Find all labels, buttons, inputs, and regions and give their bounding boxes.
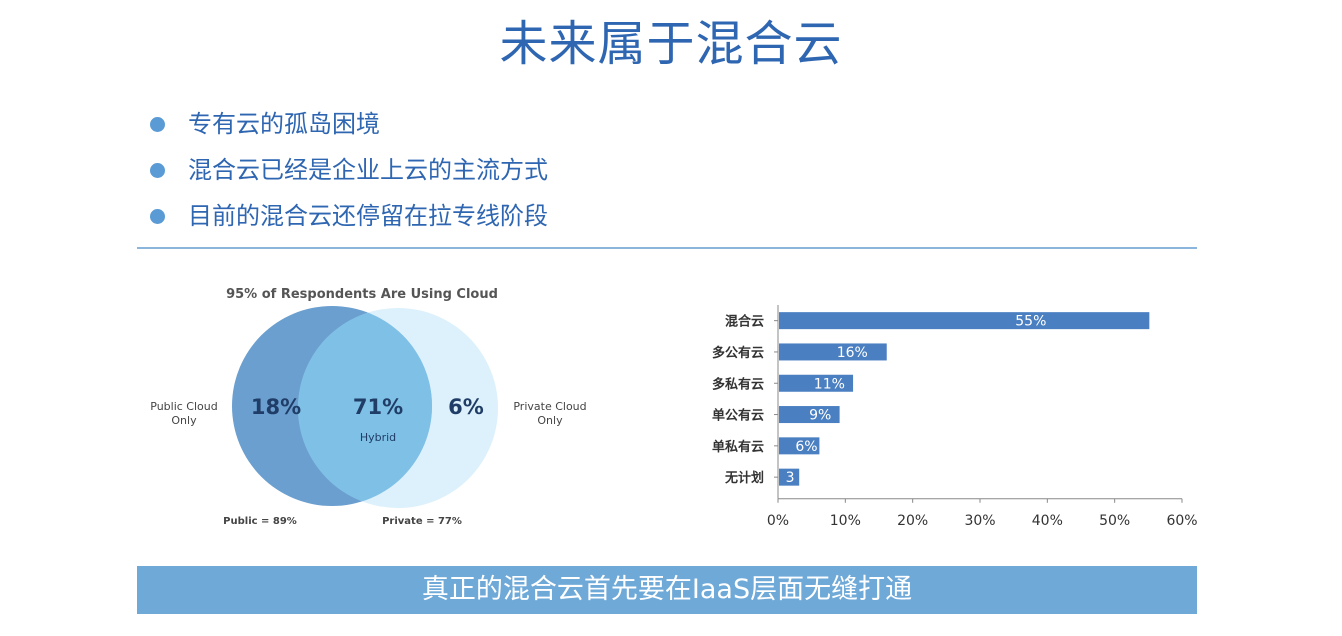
venn-private-value: 6%	[448, 395, 484, 419]
bullet-item: 混合云已经是企业上云的主流方式	[150, 150, 548, 196]
bar	[779, 437, 820, 455]
bullet-item: 专有云的孤岛困境	[150, 104, 548, 150]
bar	[779, 312, 1150, 330]
bar-value-label: 11%	[814, 376, 845, 392]
category-label: 混合云	[725, 314, 764, 330]
x-tick-label: 40%	[1032, 513, 1063, 529]
bullet-dot-icon	[150, 117, 165, 132]
bar	[779, 468, 800, 486]
venn-public-value: 18%	[251, 395, 301, 419]
bar	[779, 406, 840, 424]
venn-overlap-label: Hybrid	[360, 431, 396, 444]
bullet-dot-icon	[150, 163, 165, 178]
bar-value-label: 16%	[837, 345, 868, 361]
bar-value-label: 55%	[1015, 314, 1046, 330]
bar-value-label: 9%	[809, 408, 831, 424]
bar-chart: 0% 10% 20% 30% 40% 50% 60% 混合云 55% 多公有云 16% 多私有云 11%…	[712, 305, 1198, 529]
bar	[779, 343, 887, 361]
x-tick-label: 50%	[1099, 513, 1130, 529]
x-tick-label: 10%	[830, 513, 861, 529]
page-title: 未来属于混合云	[499, 16, 843, 72]
x-tick-label: 30%	[964, 513, 995, 529]
category-label: 单公有云	[712, 408, 764, 424]
venn-chart: 95% of Respondents Are Using Cloud 18% 7…	[150, 287, 586, 527]
bar-value-label: 6%	[795, 439, 817, 455]
bottom-banner: 真正的混合云首先要在IaaS层面无缝打通	[137, 566, 1197, 614]
venn-private-total: Private = 77%	[382, 516, 462, 527]
venn-overlap-value: 71%	[353, 395, 403, 419]
bar	[779, 374, 854, 392]
divider	[137, 247, 1197, 249]
category-label: 多公有云	[712, 345, 764, 361]
bullet-text: 专有云的孤岛困境	[188, 110, 380, 138]
category-label: 多私有云	[712, 376, 764, 392]
bullet-list: 专有云的孤岛困境 混合云已经是企业上云的主流方式 目前的混合云还停留在拉专线阶段	[150, 104, 548, 242]
bar-value-label: 3	[786, 470, 795, 486]
bullet-item: 目前的混合云还停留在拉专线阶段	[150, 196, 548, 242]
venn-title: 95% of Respondents Are Using Cloud	[226, 287, 498, 302]
x-tick-label: 60%	[1166, 513, 1197, 529]
bullet-text: 目前的混合云还停留在拉专线阶段	[188, 202, 548, 230]
bullet-dot-icon	[150, 209, 165, 224]
venn-overlap	[298, 308, 432, 506]
venn-private-name: Private Cloud Only	[513, 400, 586, 427]
venn-public-total: Public = 89%	[223, 516, 297, 527]
venn-public-name: Public Cloud Only	[150, 400, 217, 427]
category-label: 无计划	[724, 470, 764, 486]
bullet-text: 混合云已经是企业上云的主流方式	[188, 156, 548, 184]
x-tick-label: 20%	[897, 513, 928, 529]
x-tick-label: 0%	[767, 513, 789, 529]
category-label: 单私有云	[712, 439, 764, 455]
